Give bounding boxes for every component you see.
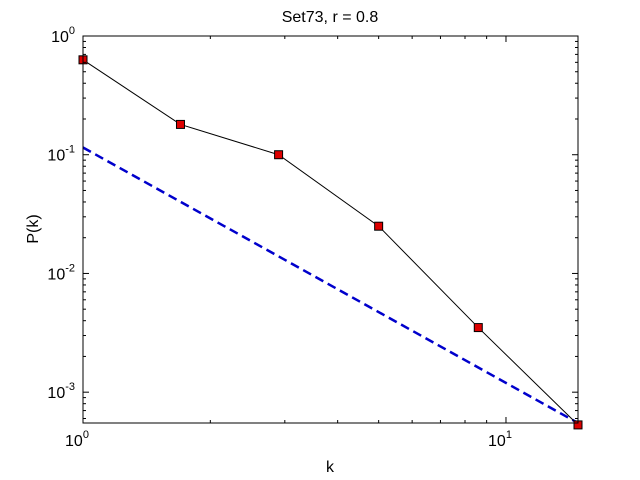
x-tick-label: 100 [65,429,89,450]
chart-title: Set73, r = 0.8 [282,9,379,26]
series-layer [78,55,583,430]
y-tick-label: 10-3 [47,381,75,402]
x-axis-label: k [326,459,335,476]
plot-frame [82,35,579,424]
data-point-marker [175,119,185,129]
plot-area-background [83,36,578,423]
y-tick-label: 100 [51,25,75,46]
series-line-1 [82,59,579,426]
series-line-2 [82,146,579,425]
data-point-marker [473,323,483,333]
label-layer: 100 101 100 10-1 10-2 10-3 [47,25,512,450]
y-tick-label: 10-1 [47,144,75,165]
x-tick-label: 101 [488,429,512,450]
y-axis-label: P(k) [25,214,42,243]
data-point-marker [274,150,284,160]
y-tick-label: 10-2 [47,262,75,283]
data-point-marker [374,221,384,231]
